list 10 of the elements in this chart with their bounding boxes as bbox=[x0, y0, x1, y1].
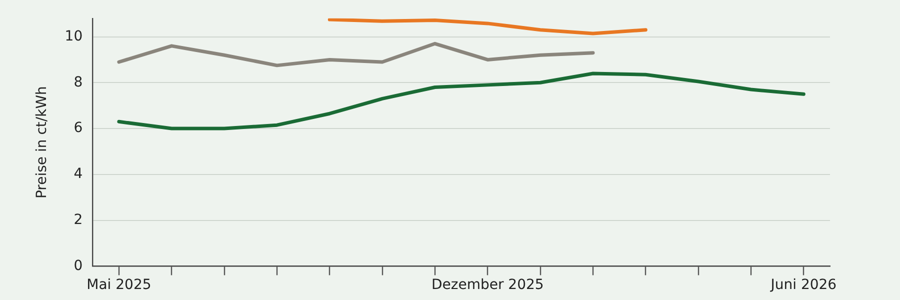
y-tick-label: 6 bbox=[74, 120, 83, 136]
x-tick-label: Juni 2026 bbox=[770, 277, 837, 294]
y-tick-label: 4 bbox=[74, 166, 83, 182]
x-tick-label: Dezember 2025 bbox=[431, 277, 544, 294]
y-tick-label: 8 bbox=[74, 74, 83, 90]
y-tick-label: 0 bbox=[74, 258, 83, 274]
y-tick-label: 10 bbox=[64, 28, 83, 44]
y-axis-title: Preise in ct/kWh bbox=[34, 86, 50, 199]
y-tick-label: 2 bbox=[74, 212, 83, 228]
x-tick-label: Mai 2025 bbox=[86, 277, 152, 294]
